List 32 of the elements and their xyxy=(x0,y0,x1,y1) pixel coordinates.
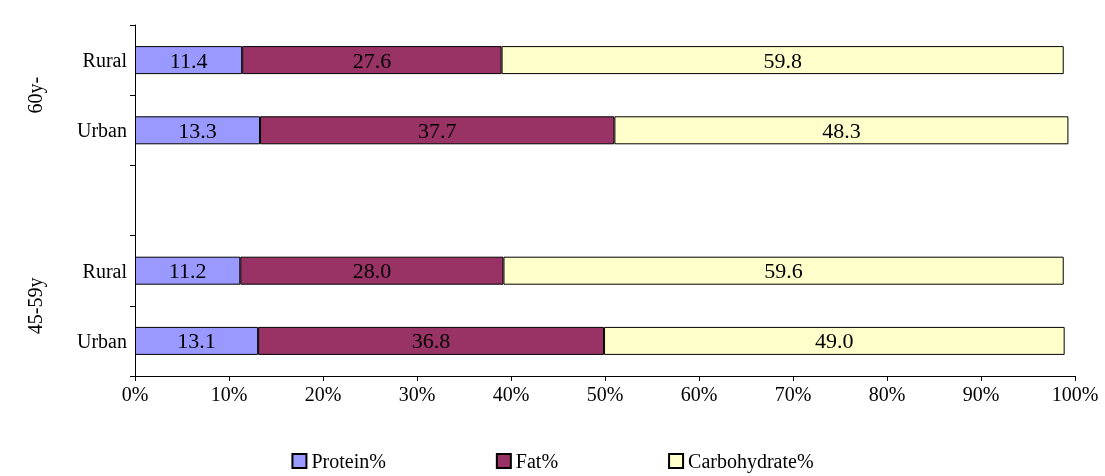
data-label: 11.4 xyxy=(169,47,208,73)
x-tick-label: 20% xyxy=(304,383,342,405)
x-tick-label: 60% xyxy=(680,383,718,405)
legend-label: Fat% xyxy=(515,450,559,472)
data-label: 48.3 xyxy=(822,117,861,143)
x-tick-label: 50% xyxy=(586,383,624,405)
x-tick-label: 90% xyxy=(962,383,1000,405)
y-tick-label: Urban xyxy=(77,329,127,352)
x-tick-label: 80% xyxy=(868,383,906,405)
data-label: 13.1 xyxy=(177,328,216,354)
legend-label: Carbohydrate% xyxy=(688,450,814,473)
data-label: 27.6 xyxy=(352,47,392,73)
data-label: 13.3 xyxy=(178,117,217,143)
text: 60y- xyxy=(24,76,47,114)
data-label: 49.0 xyxy=(815,328,854,354)
y-tick-label: Rural xyxy=(82,259,128,282)
y-tick-label: Urban xyxy=(77,119,127,142)
data-label: 28.0 xyxy=(352,258,392,284)
x-tick-label: 10% xyxy=(210,383,248,405)
y-tick-label: Rural xyxy=(82,49,128,72)
x-tick-label: 0% xyxy=(121,383,149,405)
x-tick-label: 30% xyxy=(398,383,436,405)
x-tick-label: 100% xyxy=(1051,383,1099,405)
text: 45-59y xyxy=(24,277,47,335)
data-label: 36.8 xyxy=(411,328,451,354)
data-label: 37.7 xyxy=(417,117,457,143)
legend-label: Protein% xyxy=(311,450,386,472)
x-tick-label: 40% xyxy=(492,383,530,405)
data-label: 11.2 xyxy=(168,258,207,284)
x-tick-label: 70% xyxy=(774,383,812,405)
data-label: 59.6 xyxy=(764,258,803,284)
data-label: 59.8 xyxy=(763,47,802,73)
